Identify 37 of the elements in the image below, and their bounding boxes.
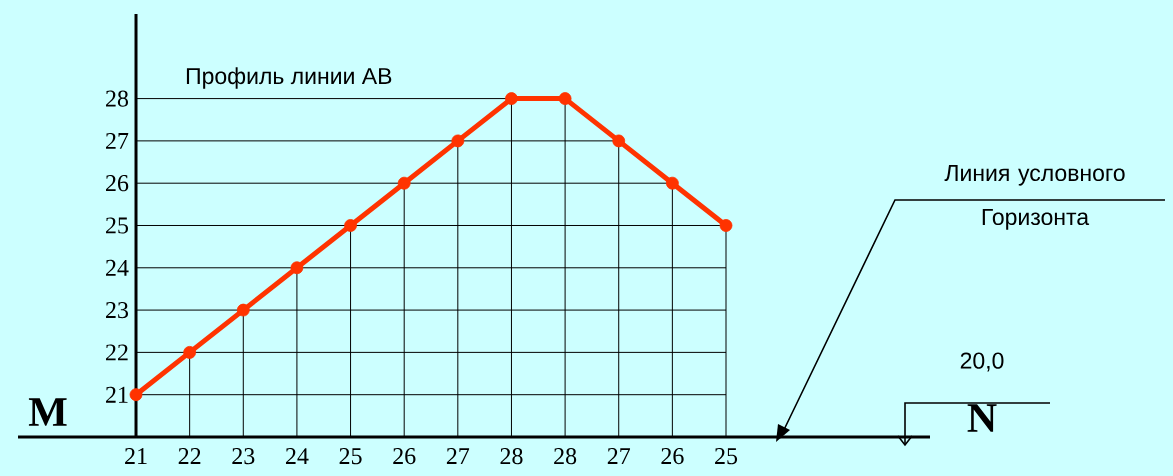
x-tick-label: 28 xyxy=(500,448,523,465)
y-tick-label: 22 xyxy=(106,344,128,361)
x-tick-label: 28 xyxy=(554,448,577,465)
point xyxy=(665,176,679,190)
text: Профиль линии АВ xyxy=(186,67,392,89)
y-tick-label: 24 xyxy=(106,259,129,276)
point xyxy=(397,176,411,190)
point xyxy=(558,92,572,105)
x-tick-label: 21 xyxy=(125,448,147,464)
x-tick-label: 22 xyxy=(178,448,201,464)
y-tick-label: 25 xyxy=(106,217,129,234)
y-tick-label: 27 xyxy=(106,132,129,149)
x-tick-label: 27 xyxy=(446,448,470,464)
point xyxy=(183,345,197,359)
text: 20,0 xyxy=(960,352,1004,372)
point xyxy=(612,134,626,148)
point xyxy=(719,219,733,232)
x-tick-label: 24 xyxy=(285,448,309,464)
point xyxy=(236,303,250,317)
point xyxy=(290,261,304,275)
x-tick-label: 23 xyxy=(232,448,255,465)
text: N xyxy=(967,404,997,432)
x-tick-label: 26 xyxy=(661,448,684,465)
point xyxy=(505,92,518,105)
y-tick-label: 26 xyxy=(106,175,129,192)
y-tick-label: 21 xyxy=(106,386,128,403)
x-tick-label: 26 xyxy=(393,448,416,465)
y-tick-label: 28 xyxy=(106,90,129,107)
point xyxy=(451,134,465,148)
x-tick-label: 25 xyxy=(339,448,362,465)
y-tick-label: 23 xyxy=(106,302,129,319)
text: Линия условного Горизонта xyxy=(944,165,1125,230)
point xyxy=(129,388,143,402)
x-tick-label: 27 xyxy=(607,448,631,464)
point xyxy=(344,219,357,232)
text: M xyxy=(28,398,67,426)
x-tick-label: 25 xyxy=(715,448,738,465)
